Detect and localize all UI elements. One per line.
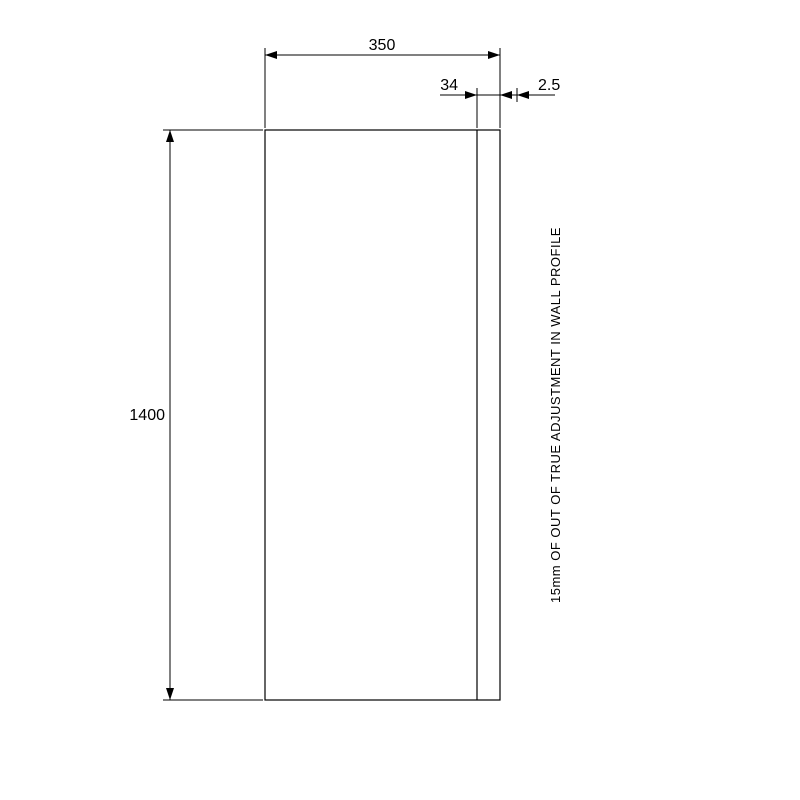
dim-gap: 2.5 (517, 77, 560, 102)
dimension-drawing: 350 34 2.5 1400 15mm OF OUT OF TRUE ADJU… (0, 0, 800, 800)
panel-outline (265, 130, 500, 700)
adjustment-note: 15mm OF OUT OF TRUE ADJUSTMENT IN WALL P… (548, 227, 563, 603)
dim-gap-label: 2.5 (538, 77, 560, 94)
dim-strip-width: 34 (440, 77, 520, 128)
dim-width-total-label: 350 (369, 37, 396, 54)
dim-strip-width-label: 34 (440, 77, 458, 94)
dim-height-label: 1400 (129, 407, 165, 424)
dim-width-total: 350 (265, 37, 500, 128)
dim-height: 1400 (129, 130, 263, 700)
